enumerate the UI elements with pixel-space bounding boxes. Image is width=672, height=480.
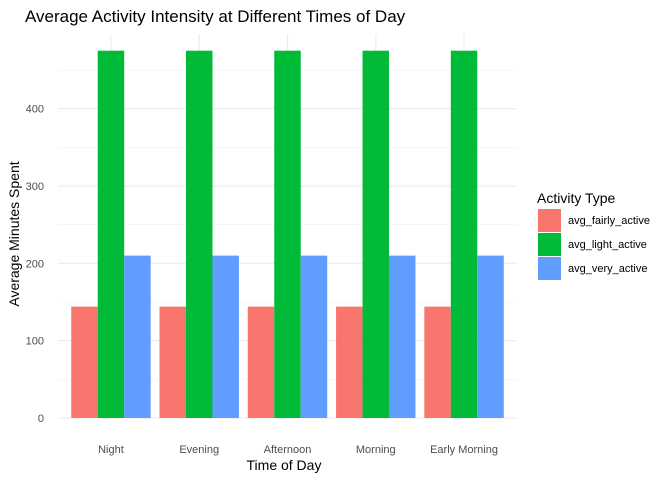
bar-avg_light_active [274,50,301,418]
legend-key-avg_fairly_active [538,209,561,232]
y-axis-ticks: 0 100 200 300 400 [26,104,44,425]
legend-label: avg_fairly_active [568,215,650,227]
bar-avg_very_active [300,255,328,418]
legend-title: Activity Type [537,190,616,206]
bar-avg_very_active [124,255,151,418]
legend-label: avg_light_active [568,239,647,251]
bar-avg_very_active [212,255,239,418]
legend: Activity Type avg_fairly_active avg_light… [537,190,650,280]
x-tick-label: Evening [179,444,219,456]
y-tick-label: 400 [26,104,44,116]
y-tick-label: 300 [26,181,44,193]
y-tick-label: 200 [26,258,44,270]
bar-avg_fairly_active [336,306,363,418]
bar-avg_fairly_active [159,306,186,418]
x-tick-label: Afternoon [264,444,312,456]
bar-avg_light_active [362,50,390,418]
bar-avg_very_active [477,255,504,418]
x-axis-title: Time of Day [247,457,322,473]
bar-avg_fairly_active [247,306,275,418]
x-tick-label: Morning [356,444,396,456]
y-axis-title: Average Minutes Spent [6,161,22,306]
x-tick-label: Early Morning [430,444,498,456]
y-tick-label: 100 [26,336,44,348]
legend-items: avg_fairly_active avg_light_active avg_ver… [538,209,650,280]
bar-avg_light_active [450,50,478,418]
y-tick-label: 0 [38,413,44,425]
x-tick-label: Night [98,444,124,456]
bar-avg_light_active [185,50,213,418]
bar-avg_fairly_active [71,306,98,418]
bar-avg_fairly_active [424,306,451,418]
bar-avg_very_active [389,255,416,418]
bars [71,50,504,418]
bar-avg_light_active [97,50,125,418]
x-axis-ticks: Night Evening Afternoon Morning Early Mornin… [98,444,498,456]
legend-label: avg_very_active [568,263,648,275]
legend-key-avg_light_active [538,233,561,256]
chart-title: Average Activity Intensity at Different … [25,7,406,26]
legend-key-avg_very_active [538,257,561,280]
